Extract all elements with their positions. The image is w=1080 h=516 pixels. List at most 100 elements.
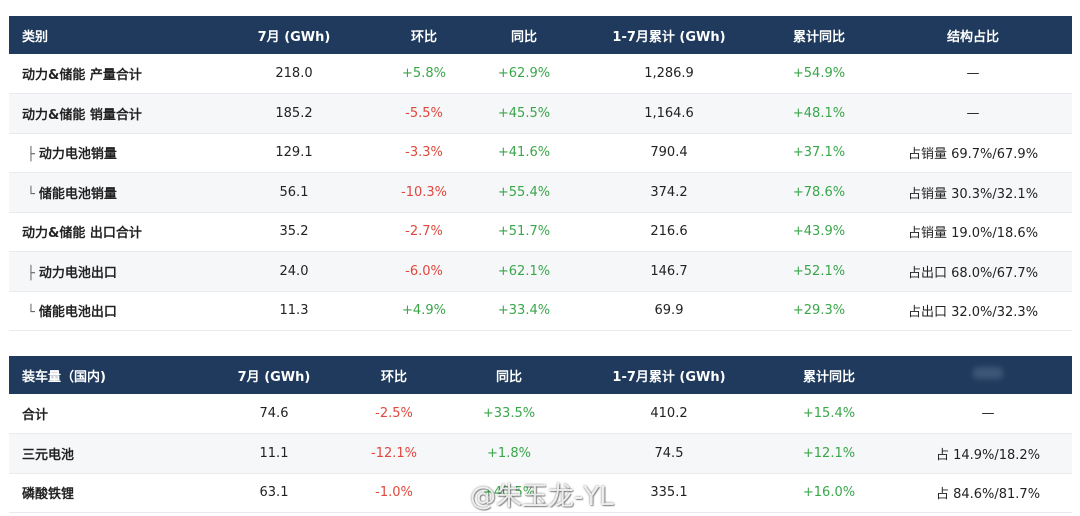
category-label: 合计	[22, 408, 49, 423]
cell-ytd-yoy: +37.1%	[792, 145, 846, 161]
blurred-header-text	[973, 367, 1003, 379]
cell-yoy: +33.4%	[497, 303, 551, 319]
cell-july: 11.3	[279, 303, 309, 319]
cell-category: 磷酸铁锂	[9, 473, 194, 513]
cell-mom: -5.5%	[405, 105, 443, 121]
cell-category: 动力&储能 出口合计	[9, 212, 214, 252]
table-row: 磷酸铁锂 63.1 -1.0% +40.5% 335.1 +16.0% 占 84.6%/81…	[9, 473, 1072, 513]
cell-yoy: +1.8%	[487, 445, 531, 461]
cell-ytd: 216.6	[650, 224, 688, 240]
col-header-yoy: 同比	[510, 29, 537, 45]
cell-ytd: 374.2	[650, 184, 688, 200]
table1-header-row: 类别 7月 (GWh) 环比 同比 1-7月累计 (GWh) 累计同比 结构占比	[9, 16, 1072, 54]
cell-ytd-yoy: +52.1%	[792, 263, 846, 279]
cell-mom: -10.3%	[401, 184, 447, 200]
cell-yoy: +62.1%	[497, 263, 551, 279]
cell-mom: -12.1%	[371, 445, 417, 461]
cell-share: 占销量 19.0%/18.6%	[907, 226, 1039, 242]
cell-ytd: 69.9	[654, 303, 684, 319]
tree-connector-icon: └	[27, 186, 35, 202]
cell-july: 74.6	[259, 406, 289, 421]
table-row: 动力&储能 出口合计 35.2 -2.7% +51.7% 216.6 +43.9% 占销量 …	[9, 212, 1072, 252]
col-header-ytd-yoy: 累计同比	[802, 369, 855, 385]
cell-category: ├ 动力电池销量	[9, 133, 214, 173]
col-header-ytd: 1-7月累计 (GWh)	[612, 29, 726, 45]
col-header-ytd-yoy: 累计同比	[792, 29, 845, 45]
table-row: ├ 动力电池销量 129.1 -3.3% +41.6% 790.4 +37.1% 占销量 69…	[9, 133, 1072, 173]
category-label: 三元电池	[22, 447, 75, 463]
table-row: └ 储能电池出口 11.3 +4.9% +33.4% 69.9 +29.3% 占出口 32.0…	[9, 291, 1072, 331]
cell-ytd-yoy: +12.1%	[802, 445, 856, 461]
category-label: 动力&储能 销量合计	[22, 107, 142, 123]
cell-ytd: 74.5	[654, 445, 684, 461]
cell-share: —	[981, 406, 995, 421]
cell-july: 56.1	[279, 184, 309, 200]
col-header-july: 7月 (GWh)	[257, 29, 331, 45]
cell-ytd-yoy: +15.4%	[802, 406, 856, 421]
cell-category: └ 储能电池出口	[9, 291, 214, 331]
table-row: ├ 动力电池出口 24.0 -6.0% +62.1% 146.7 +52.1% 占出口 68.…	[9, 251, 1072, 292]
cell-share: 占出口 32.0%/32.3%	[907, 305, 1039, 321]
cell-ytd-yoy: +43.9%	[792, 224, 846, 240]
col-header-share-blurred	[904, 356, 1072, 394]
cell-share: 占 84.6%/81.7%	[935, 487, 1041, 503]
cell-yoy: +51.7%	[497, 224, 551, 240]
cell-ytd-yoy: +54.9%	[792, 66, 846, 81]
tree-connector-icon: └	[27, 305, 35, 321]
category-label: 磷酸铁锂	[22, 487, 75, 503]
col-header-ytd: 1-7月累计 (GWh)	[612, 369, 726, 385]
cell-category: 三元电池	[9, 434, 194, 474]
table-row: 三元电池 11.1 -12.1% +1.8% 74.5 +12.1% 占 14.9%/18.…	[9, 433, 1072, 474]
cell-mom: -6.0%	[405, 263, 443, 279]
cell-share: —	[966, 105, 980, 121]
table-row: 动力&储能 销量合计 185.2 -5.5% +45.5% 1,164.6 +48.1% —	[9, 93, 1072, 134]
cell-yoy: +55.4%	[497, 184, 551, 200]
tree-connector-icon: ├	[27, 265, 35, 281]
col-header-install: 装车量（国内)	[22, 369, 106, 385]
cell-ytd-yoy: +48.1%	[792, 105, 846, 121]
cell-yoy: +45.5%	[497, 105, 551, 121]
battery-production-sales-table: 类别 7月 (GWh) 环比 同比 1-7月累计 (GWh) 累计同比 结构占比…	[9, 16, 1072, 331]
cell-ytd: 146.7	[650, 263, 688, 279]
cell-ytd: 335.1	[650, 485, 688, 501]
cell-category: 动力&储能 产量合计	[9, 54, 214, 94]
cell-yoy: +33.5%	[482, 406, 536, 421]
cell-category: └ 储能电池销量	[9, 173, 214, 213]
vehicle-installation-table: 装车量（国内) 7月 (GWh) 环比 同比 1-7月累计 (GWh) 累计同比…	[9, 356, 1072, 513]
category-label: 动力&储能 产量合计	[22, 68, 142, 83]
cell-share: —	[966, 66, 980, 81]
col-header-mom: 环比	[410, 29, 437, 45]
cell-ytd: 410.2	[650, 406, 688, 421]
cell-share: 占销量 69.7%/67.9%	[907, 147, 1039, 163]
col-header-mom: 环比	[380, 369, 407, 385]
cell-share: 占出口 68.0%/67.7%	[907, 265, 1039, 281]
category-label: 动力电池销量	[38, 147, 117, 163]
cell-ytd-yoy: +78.6%	[792, 184, 846, 200]
cell-mom: -2.5%	[375, 406, 413, 421]
cell-ytd: 1,286.9	[644, 66, 694, 81]
cell-july: 218.0	[275, 66, 313, 81]
category-label: 储能电池销量	[38, 186, 117, 202]
category-label: 动力&储能 出口合计	[22, 226, 142, 242]
cell-july: 35.2	[279, 224, 309, 240]
cell-share: 占销量 30.3%/32.1%	[907, 186, 1039, 202]
cell-yoy: +41.6%	[497, 145, 551, 161]
cell-july: 11.1	[259, 445, 289, 461]
table-row: 合计 74.6 -2.5% +33.5% 410.2 +15.4% —	[9, 394, 1072, 434]
tree-connector-icon: ├	[27, 147, 35, 163]
cell-mom: -3.3%	[405, 145, 443, 161]
category-label: 动力电池出口	[38, 265, 117, 281]
cell-category: 动力&储能 销量合计	[9, 94, 214, 134]
cell-category: ├ 动力电池出口	[9, 252, 214, 292]
col-header-yoy: 同比	[495, 369, 522, 385]
cell-mom: -1.0%	[375, 485, 413, 501]
cell-mom: +4.9%	[402, 303, 446, 319]
cell-ytd: 1,164.6	[644, 105, 694, 121]
col-header-july: 7月 (GWh)	[237, 369, 311, 385]
col-header-category: 类别	[22, 29, 49, 45]
category-label: 储能电池出口	[38, 305, 117, 321]
col-header-share: 结构占比	[946, 29, 999, 45]
cell-ytd: 790.4	[650, 145, 688, 161]
cell-july: 185.2	[275, 105, 313, 121]
cell-mom: -2.7%	[405, 224, 443, 240]
